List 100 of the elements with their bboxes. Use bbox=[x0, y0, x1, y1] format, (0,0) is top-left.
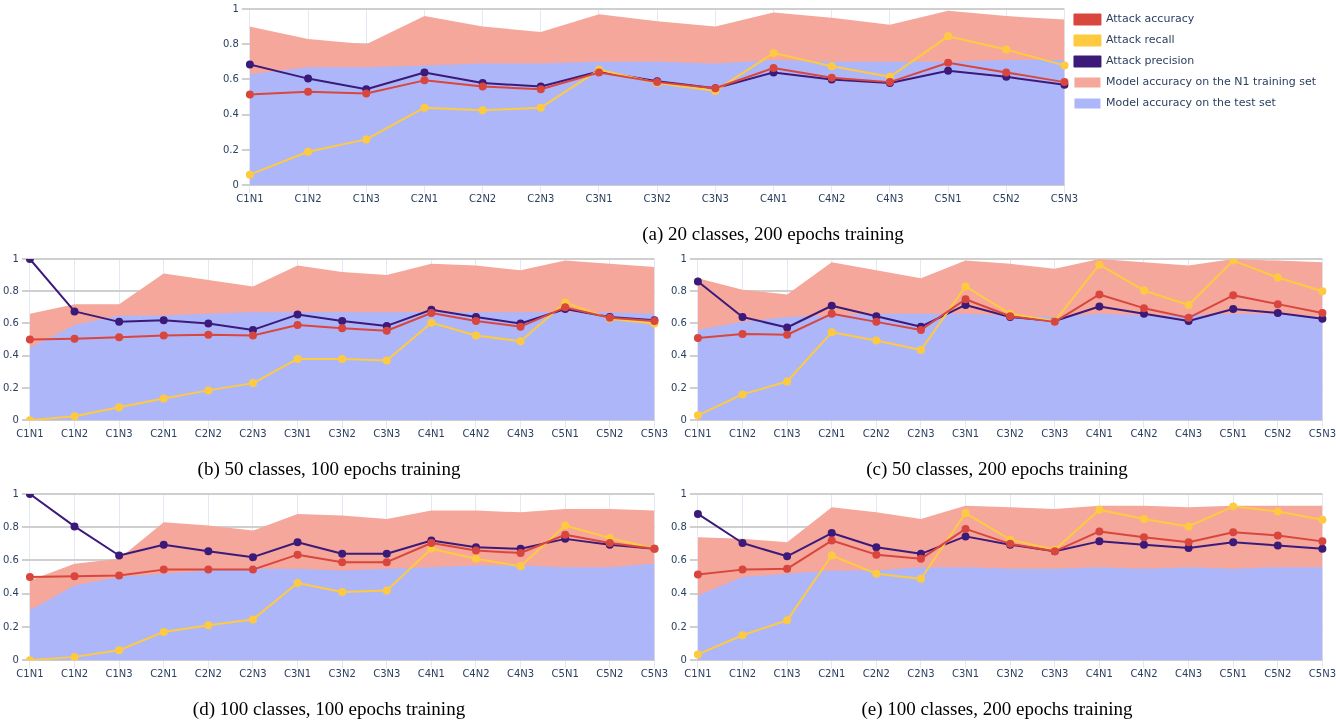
x-tick-label: C2N2 bbox=[862, 667, 890, 679]
text: (b) 50 classes, 100 epochs training bbox=[197, 457, 461, 480]
legend-label: Attack accuracy bbox=[1105, 12, 1195, 26]
legend-label: Attack recall bbox=[1105, 33, 1175, 47]
x-tick-label: C5N2 bbox=[1264, 427, 1292, 439]
x-tick-label: C4N1 bbox=[1085, 667, 1113, 679]
y-tick-label: 0.6 bbox=[671, 554, 687, 566]
x-tick-label: C1N1 bbox=[684, 427, 712, 439]
x-tick-label: C3N3 bbox=[373, 427, 401, 439]
y-tick-label: 0.6 bbox=[3, 317, 19, 329]
y-tick-label: 0.2 bbox=[3, 620, 19, 632]
y-tick-label: 0.4 bbox=[223, 108, 239, 120]
x-tick-label: C2N2 bbox=[469, 192, 497, 204]
x-tick-label: C2N1 bbox=[150, 427, 178, 439]
x-tick-label: C2N3 bbox=[907, 427, 935, 439]
text: (a) 20 classes, 200 epochs training bbox=[642, 222, 905, 245]
x-tick-label: C4N3 bbox=[876, 192, 904, 204]
text: (d) 100 classes, 100 epochs training bbox=[192, 697, 466, 720]
x-tick-label: C4N2 bbox=[1130, 427, 1158, 439]
x-tick-label: C4N3 bbox=[1174, 667, 1203, 679]
x-tick-label: C5N2 bbox=[596, 667, 624, 679]
x-tick-label: C1N1 bbox=[16, 427, 44, 439]
x-tick-label: C4N2 bbox=[462, 427, 490, 439]
y-tick-label: 1 bbox=[12, 487, 19, 499]
x-tick-label: C5N3 bbox=[640, 427, 668, 439]
y-tick-label: 0.8 bbox=[671, 520, 687, 532]
y-tick-label: 0.2 bbox=[671, 381, 687, 393]
x-tick-label: C5N1 bbox=[551, 427, 579, 439]
x-tick-label: C1N1 bbox=[236, 192, 264, 204]
x-tick-label: C4N3 bbox=[506, 667, 535, 679]
x-tick-label: C5N3 bbox=[640, 667, 668, 679]
x-tick-label: C2N2 bbox=[862, 427, 890, 439]
x-tick-label: C3N1 bbox=[585, 192, 613, 204]
legend-label: Attack precision bbox=[1105, 54, 1195, 68]
x-tick-label: C5N2 bbox=[596, 427, 624, 439]
y-tick-label: 0 bbox=[232, 178, 239, 190]
x-tick-label: C1N3 bbox=[105, 667, 133, 679]
y-tick-label: 0.8 bbox=[3, 520, 19, 532]
x-tick-label: C4N1 bbox=[417, 667, 445, 679]
y-tick-label: 0 bbox=[680, 413, 687, 425]
x-tick-label: C5N3 bbox=[1308, 667, 1336, 679]
x-tick-label: C4N1 bbox=[417, 427, 445, 439]
x-tick-label: C3N1 bbox=[951, 667, 980, 679]
x-tick-label: C1N1 bbox=[16, 667, 44, 679]
x-tick-label: C5N3 bbox=[1308, 427, 1336, 439]
x-tick-label: C1N3 bbox=[773, 427, 801, 439]
y-tick-label: 0.8 bbox=[3, 284, 19, 296]
x-tick-label: C4N2 bbox=[818, 192, 846, 204]
text: (e) 100 classes, 200 epochs training bbox=[861, 697, 1134, 720]
x-tick-label: C3N1 bbox=[951, 427, 980, 439]
y-tick-label: 0.6 bbox=[3, 554, 19, 566]
x-tick-label: C1N2 bbox=[728, 427, 757, 439]
x-tick-label: C5N1 bbox=[551, 667, 579, 679]
x-tick-label: C2N2 bbox=[194, 667, 222, 679]
text: (c) 50 classes, 200 epochs training bbox=[866, 457, 1129, 480]
y-tick-label: 0.6 bbox=[671, 317, 687, 329]
y-tick-label: 0.6 bbox=[223, 73, 239, 85]
x-tick-label: C5N1 bbox=[1219, 427, 1247, 439]
x-tick-label: C1N2 bbox=[60, 427, 89, 439]
x-tick-label: C3N2 bbox=[328, 667, 356, 679]
x-tick-label: C5N3 bbox=[1050, 192, 1079, 204]
y-tick-label: 0.8 bbox=[671, 284, 687, 296]
x-tick-label: C3N3 bbox=[1041, 667, 1069, 679]
x-tick-label: C2N1 bbox=[818, 667, 846, 679]
x-tick-label: C5N1 bbox=[934, 192, 962, 204]
y-tick-label: 1 bbox=[680, 487, 687, 499]
y-tick-label: 0 bbox=[12, 413, 19, 425]
x-tick-label: C4N1 bbox=[1085, 427, 1113, 439]
x-tick-label: C1N3 bbox=[352, 192, 380, 204]
x-tick-label: C2N3 bbox=[239, 427, 267, 439]
y-tick-label: 1 bbox=[12, 252, 19, 264]
x-tick-label: C4N3 bbox=[1174, 427, 1203, 439]
x-tick-label: C1N1 bbox=[684, 667, 712, 679]
y-tick-label: 0.2 bbox=[223, 143, 239, 155]
y-tick-label: 0.2 bbox=[3, 381, 19, 393]
y-tick-label: 0.4 bbox=[3, 587, 19, 599]
legend-label: Model accuracy on the test set bbox=[1105, 96, 1277, 110]
x-tick-label: C3N3 bbox=[701, 192, 729, 204]
x-tick-label: C3N1 bbox=[283, 427, 312, 439]
x-tick-label: C2N1 bbox=[818, 427, 846, 439]
x-tick-label: C5N2 bbox=[992, 192, 1020, 204]
x-tick-label: C2N3 bbox=[907, 667, 935, 679]
x-tick-label: C1N2 bbox=[294, 192, 322, 204]
x-tick-label: C3N2 bbox=[328, 427, 356, 439]
x-tick-label: C3N3 bbox=[1041, 427, 1069, 439]
y-tick-label: 0.4 bbox=[3, 349, 19, 361]
x-tick-label: C1N2 bbox=[60, 667, 89, 679]
x-tick-label: C4N3 bbox=[506, 427, 535, 439]
y-tick-label: 0.8 bbox=[223, 37, 239, 49]
x-tick-label: C5N2 bbox=[1264, 667, 1292, 679]
y-tick-label: 0 bbox=[680, 653, 687, 665]
y-tick-label: 0.4 bbox=[671, 349, 687, 361]
x-tick-label: C4N2 bbox=[462, 667, 490, 679]
x-tick-label: C3N2 bbox=[996, 427, 1024, 439]
x-tick-label: C1N3 bbox=[105, 427, 133, 439]
x-tick-label: C2N1 bbox=[150, 667, 178, 679]
x-tick-label: C4N1 bbox=[759, 192, 788, 204]
x-tick-label: C2N1 bbox=[410, 192, 439, 204]
x-tick-label: C2N3 bbox=[527, 192, 555, 204]
x-tick-label: C1N3 bbox=[773, 667, 801, 679]
